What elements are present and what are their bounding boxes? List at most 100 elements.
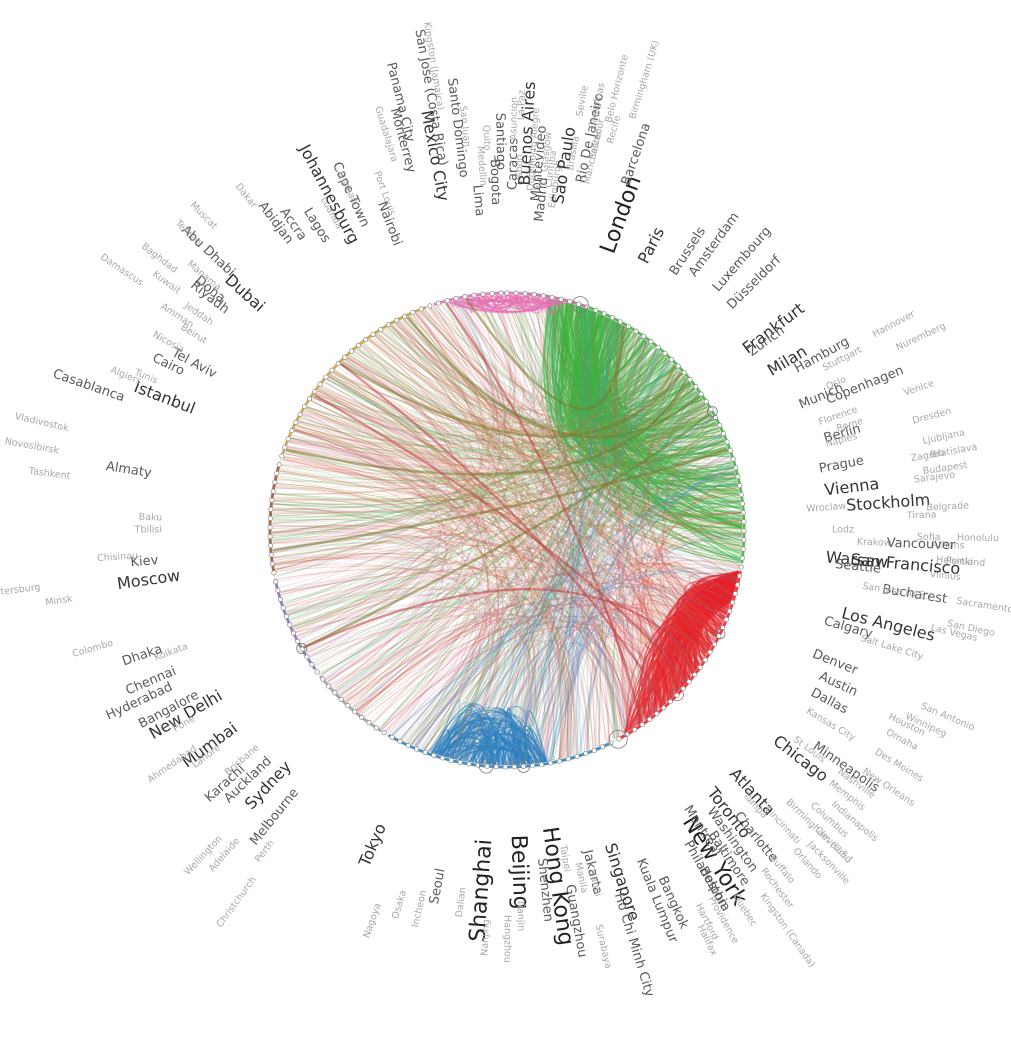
link xyxy=(405,317,518,765)
link xyxy=(505,421,716,766)
link xyxy=(395,346,655,738)
city-node xyxy=(648,339,654,345)
link xyxy=(314,394,716,473)
city-label: Portland xyxy=(946,555,986,569)
link xyxy=(511,294,683,427)
link xyxy=(482,295,530,304)
link xyxy=(392,599,686,736)
link xyxy=(272,538,442,670)
link xyxy=(272,448,729,552)
link xyxy=(312,396,594,749)
link xyxy=(294,302,494,456)
link xyxy=(415,312,653,715)
city-label: London xyxy=(596,173,647,257)
link xyxy=(426,741,518,766)
link xyxy=(424,309,520,757)
city-node xyxy=(366,720,372,726)
link xyxy=(575,314,733,477)
link xyxy=(529,570,733,764)
link xyxy=(300,416,714,475)
city-node xyxy=(669,356,675,363)
link xyxy=(365,471,735,719)
link xyxy=(272,295,513,523)
city-label: Lisbon xyxy=(514,154,526,185)
link xyxy=(436,399,704,755)
link xyxy=(655,511,742,631)
city-node xyxy=(329,367,335,373)
link xyxy=(361,325,623,715)
city-node xyxy=(267,534,273,540)
link xyxy=(614,325,743,527)
link xyxy=(294,481,738,631)
link xyxy=(361,345,500,762)
link xyxy=(594,317,737,480)
link xyxy=(698,583,736,615)
link xyxy=(596,317,707,424)
city-node xyxy=(739,501,746,507)
link xyxy=(302,412,626,734)
link xyxy=(369,338,563,760)
city-label: Sarajevo xyxy=(913,469,956,485)
link xyxy=(494,295,625,734)
city-node xyxy=(439,755,446,761)
link xyxy=(385,328,740,566)
link xyxy=(562,425,719,759)
link xyxy=(271,524,533,765)
link xyxy=(271,527,461,732)
link xyxy=(591,313,740,496)
link xyxy=(272,535,644,722)
link xyxy=(605,319,697,407)
city-label: Athens xyxy=(932,539,965,551)
link xyxy=(526,295,550,315)
link xyxy=(594,313,743,536)
link xyxy=(549,388,696,762)
link xyxy=(341,608,519,765)
link xyxy=(334,370,733,596)
link xyxy=(412,611,709,746)
link xyxy=(578,306,693,402)
city-node xyxy=(511,764,517,770)
link xyxy=(506,389,696,766)
link xyxy=(401,616,694,741)
link xyxy=(415,312,740,567)
link xyxy=(547,628,601,762)
link xyxy=(408,315,735,476)
link xyxy=(276,483,632,730)
link xyxy=(301,415,576,756)
link xyxy=(407,296,525,744)
link xyxy=(446,302,649,719)
link xyxy=(457,299,740,568)
link xyxy=(340,362,683,438)
link xyxy=(599,322,736,477)
link xyxy=(427,308,727,464)
link xyxy=(302,296,500,647)
link xyxy=(432,306,713,438)
city-label: Quito xyxy=(480,125,492,151)
city-label: Tashkent xyxy=(27,466,71,482)
link xyxy=(328,376,620,737)
link xyxy=(592,317,664,395)
link xyxy=(315,393,703,460)
link xyxy=(461,323,620,761)
link xyxy=(301,414,503,756)
city-label: Nagoya xyxy=(361,902,383,940)
link xyxy=(399,307,518,740)
city-node xyxy=(576,301,582,307)
link xyxy=(275,563,481,756)
link xyxy=(494,383,692,765)
link xyxy=(492,635,640,765)
city-node xyxy=(707,649,713,655)
link xyxy=(614,325,683,688)
link xyxy=(293,322,619,630)
city-label: Damascus xyxy=(98,252,145,289)
city-node xyxy=(345,703,351,709)
link xyxy=(465,297,626,411)
link xyxy=(400,320,657,428)
link xyxy=(551,547,741,761)
city-node xyxy=(405,742,411,749)
link xyxy=(612,392,699,739)
link xyxy=(579,348,657,754)
link xyxy=(570,641,639,757)
link xyxy=(310,399,639,726)
link xyxy=(339,618,567,759)
